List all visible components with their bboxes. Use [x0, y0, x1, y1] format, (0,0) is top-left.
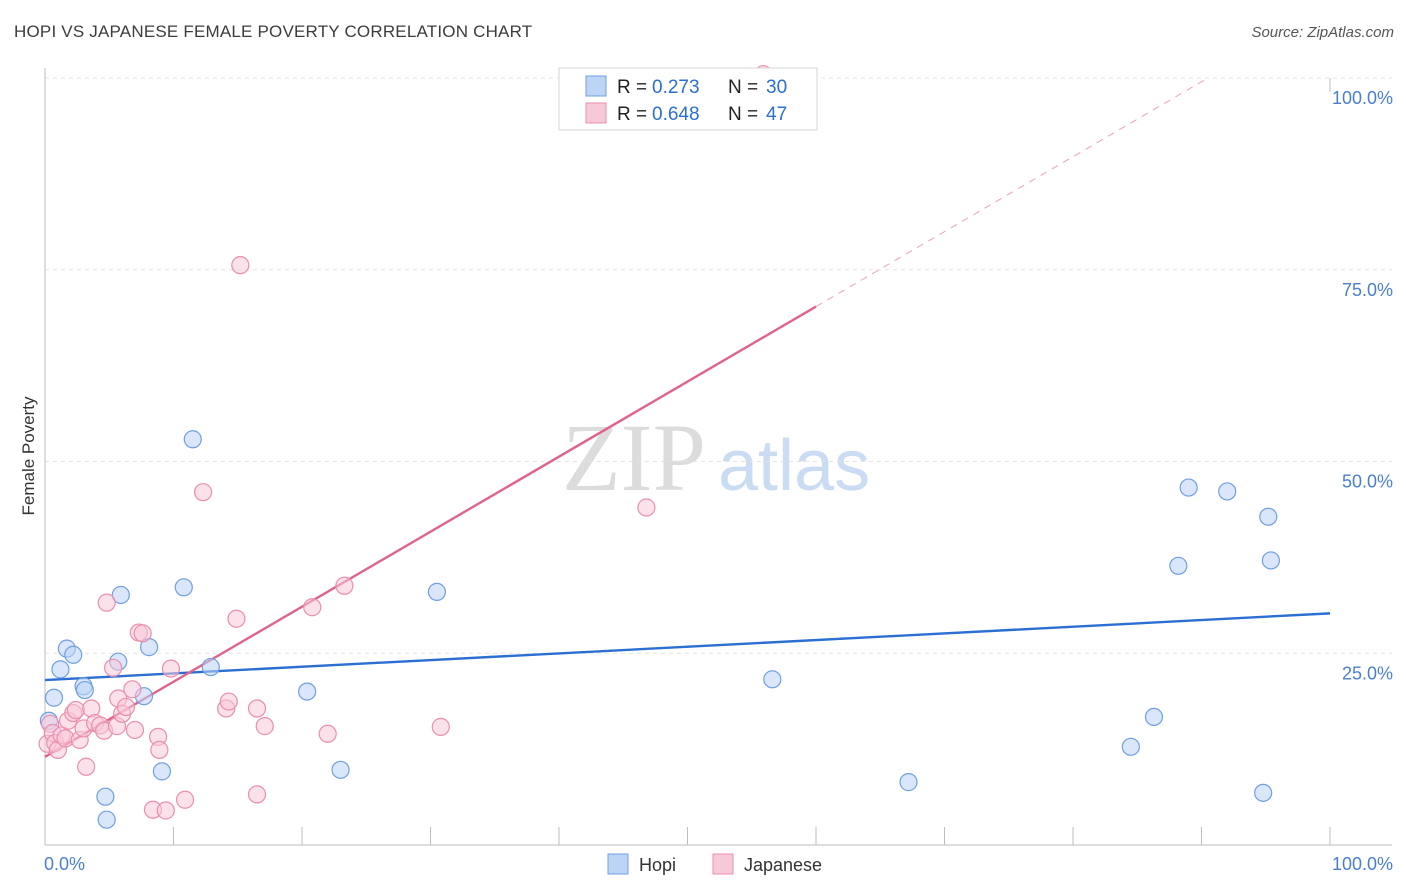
- point-hopi-22: [1121, 737, 1140, 756]
- point-hopi-25: [1179, 478, 1198, 497]
- point-japanese-18: [104, 658, 123, 677]
- point-hopi-1: [44, 688, 64, 707]
- y-tick-label-2: 75.0%: [1342, 280, 1393, 300]
- legend-r-label-japanese: R =: [617, 104, 647, 125]
- bottom-legend-swatch-japanese: [712, 853, 734, 875]
- bottom-legend-label-japanese: Japanese: [744, 855, 822, 875]
- legend: R = 0.273 N = 30 R = 0.648 N = 47: [558, 67, 818, 131]
- legend-n-value-japanese: 47: [766, 104, 787, 125]
- point-hopi-7: [97, 810, 116, 829]
- data-points: [38, 65, 1280, 829]
- point-hopi-26: [1218, 482, 1237, 501]
- point-japanese-44: [431, 717, 450, 736]
- point-japanese-31: [161, 659, 181, 678]
- point-japanese-9: [66, 700, 85, 720]
- chart-source: Source: ZipAtlas.com: [1251, 24, 1394, 41]
- point-hopi-14: [174, 578, 193, 597]
- chart-title: HOPI VS JAPANESE FEMALE POVERTY CORRELAT…: [14, 22, 533, 41]
- point-hopi-16: [201, 657, 220, 677]
- point-japanese-45: [637, 498, 656, 517]
- point-japanese-38: [247, 785, 267, 804]
- point-hopi-23: [1144, 707, 1164, 727]
- watermark-atlas: atlas: [718, 426, 870, 506]
- y-tick-label-0: 25.0%: [1342, 663, 1393, 683]
- x-tick-labels: 0.0% 100.0%: [44, 854, 1393, 874]
- bottom-legend-swatch-hopi: [607, 853, 629, 875]
- legend-n-label-japanese: N =: [728, 104, 758, 125]
- point-japanese-23: [123, 680, 142, 699]
- legend-swatch-japanese: [585, 102, 607, 124]
- point-japanese-32: [175, 790, 195, 809]
- point-hopi-6: [75, 680, 94, 700]
- point-hopi-10: [111, 585, 130, 605]
- point-japanese-17: [97, 593, 116, 612]
- point-japanese-12: [77, 757, 96, 776]
- point-hopi-28: [1259, 507, 1278, 526]
- trend-line-ext-japanese: [815, 77, 1209, 307]
- legend-n-label-hopi: N =: [728, 77, 758, 98]
- point-japanese-22: [116, 697, 136, 717]
- point-japanese-30: [156, 801, 175, 820]
- bottom-legend-label-hopi: Hopi: [639, 855, 676, 875]
- watermark-zip: ZIP: [562, 404, 706, 511]
- legend-n-value-hopi: 30: [766, 77, 787, 98]
- point-hopi-13: [152, 762, 172, 781]
- point-hopi-27: [1254, 783, 1273, 802]
- y-tick-label-1: 50.0%: [1342, 472, 1393, 492]
- point-hopi-15: [183, 430, 202, 449]
- point-hopi-4: [64, 645, 83, 664]
- point-japanese-41: [303, 598, 322, 617]
- point-hopi-20: [763, 670, 782, 689]
- watermark: ZIP atlas: [562, 404, 870, 511]
- point-japanese-29: [150, 740, 169, 759]
- trend-line-hopi: [44, 612, 1331, 682]
- trend-lines: [44, 77, 1331, 758]
- point-japanese-42: [318, 724, 337, 743]
- point-japanese-39: [247, 699, 267, 718]
- bottom-legend: Hopi Japanese: [607, 853, 822, 875]
- point-japanese-37: [231, 256, 250, 275]
- point-hopi-24: [1169, 556, 1188, 575]
- point-hopi-18: [331, 760, 350, 779]
- point-hopi-21: [899, 773, 918, 792]
- gridlines: [45, 77, 1392, 654]
- point-hopi-19: [427, 582, 447, 601]
- y-tick-label-3: 100.0%: [1332, 88, 1393, 108]
- point-hopi-17: [298, 682, 317, 701]
- y-axis-label: Female Poverty: [19, 396, 38, 516]
- x-tick-label-0: 0.0%: [44, 854, 85, 874]
- point-japanese-40: [255, 717, 274, 736]
- point-japanese-33: [193, 483, 213, 502]
- legend-swatch-hopi: [585, 75, 607, 97]
- point-hopi-2: [51, 660, 70, 679]
- x-tick-label-1: 100.0%: [1332, 854, 1393, 874]
- point-japanese-43: [335, 576, 354, 595]
- y-tick-labels: 25.0% 50.0% 75.0% 100.0%: [1332, 88, 1393, 683]
- legend-r-label-hopi: R =: [617, 77, 647, 98]
- point-japanese-26: [133, 624, 152, 643]
- legend-r-value-japanese: 0.648: [652, 104, 700, 125]
- point-hopi-8: [96, 787, 115, 806]
- point-hopi-29: [1261, 551, 1280, 570]
- legend-r-value-hopi: 0.273: [652, 77, 700, 98]
- point-japanese-24: [125, 720, 145, 740]
- point-japanese-35: [219, 692, 238, 711]
- point-japanese-36: [227, 609, 246, 628]
- trend-line-japanese: [44, 305, 817, 758]
